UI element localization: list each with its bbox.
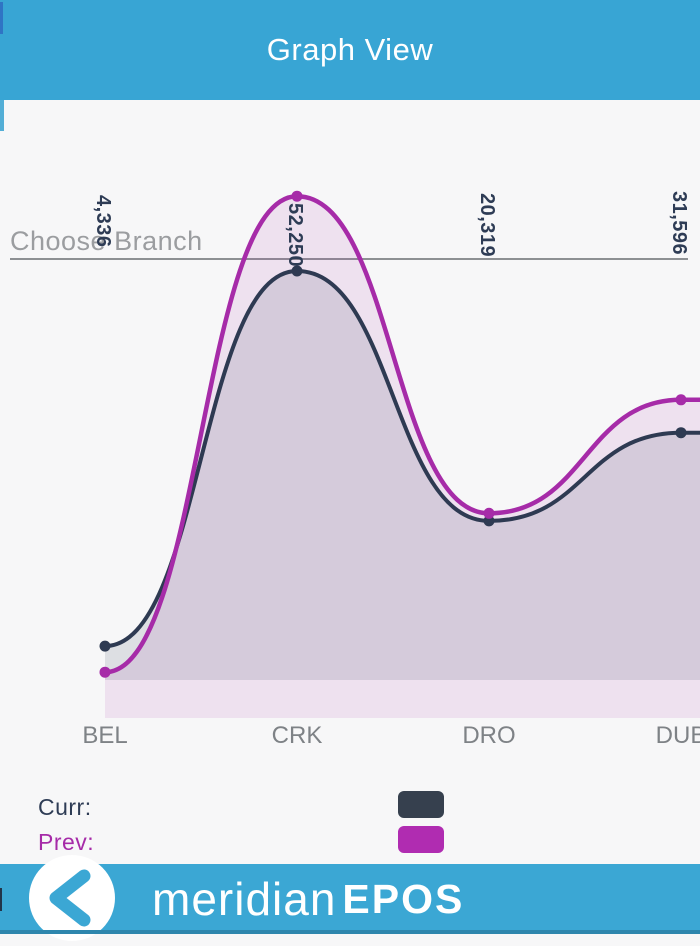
area-chart-svg [99,190,700,718]
left-edge-artifact-top [0,2,3,34]
left-edge-artifact-mid [0,100,4,131]
brand-light: meridian [152,873,337,925]
curr-area [105,271,700,680]
area-chart: 4,336 52,250 20,319 31,596 BEL CRK DRO DUB [82,190,700,749]
branch-select-placeholder: Choose Branch [10,226,203,256]
point-value-label: 4,336 [92,195,114,248]
point-value-label: 52,250 [284,203,306,268]
branch-select[interactable]: Choose Branch [0,100,700,260]
legend-swatch-prev [398,826,444,853]
prev-area [105,196,700,718]
prev-point [675,394,687,406]
x-axis-label: BEL [82,722,128,749]
x-axis-label: DRO [462,722,516,749]
curr-point [291,265,303,277]
curr-point [99,640,111,652]
left-edge-artifact-footer [0,888,2,911]
point-value-label: 20,319 [476,193,498,258]
brand-bold: EPOS [342,875,465,922]
back-button[interactable] [29,855,115,941]
chevron-left-icon [49,869,91,927]
prev-point [291,190,303,202]
page-title: Graph View [266,32,434,67]
footer-bottom-strip [0,930,700,934]
curr-line [103,268,700,649]
header: Graph View [0,0,700,100]
point-value-label: 31,596 [668,191,690,256]
curr-point [483,515,495,527]
legend-label-prev: Prev: [38,829,95,855]
legend-label-curr: Curr: [38,794,92,820]
legend-swatch-curr [398,791,444,818]
brand-logo: meridian EPOS [152,864,464,934]
x-axis-label: DUB [655,722,700,749]
footer-bar: meridian EPOS [0,855,700,941]
x-axis-label: CRK [271,722,323,749]
prev-point [483,507,495,519]
branch-select-underline [10,258,688,260]
curr-point [675,427,687,439]
prev-point [99,666,111,678]
prev-line [102,193,700,675]
